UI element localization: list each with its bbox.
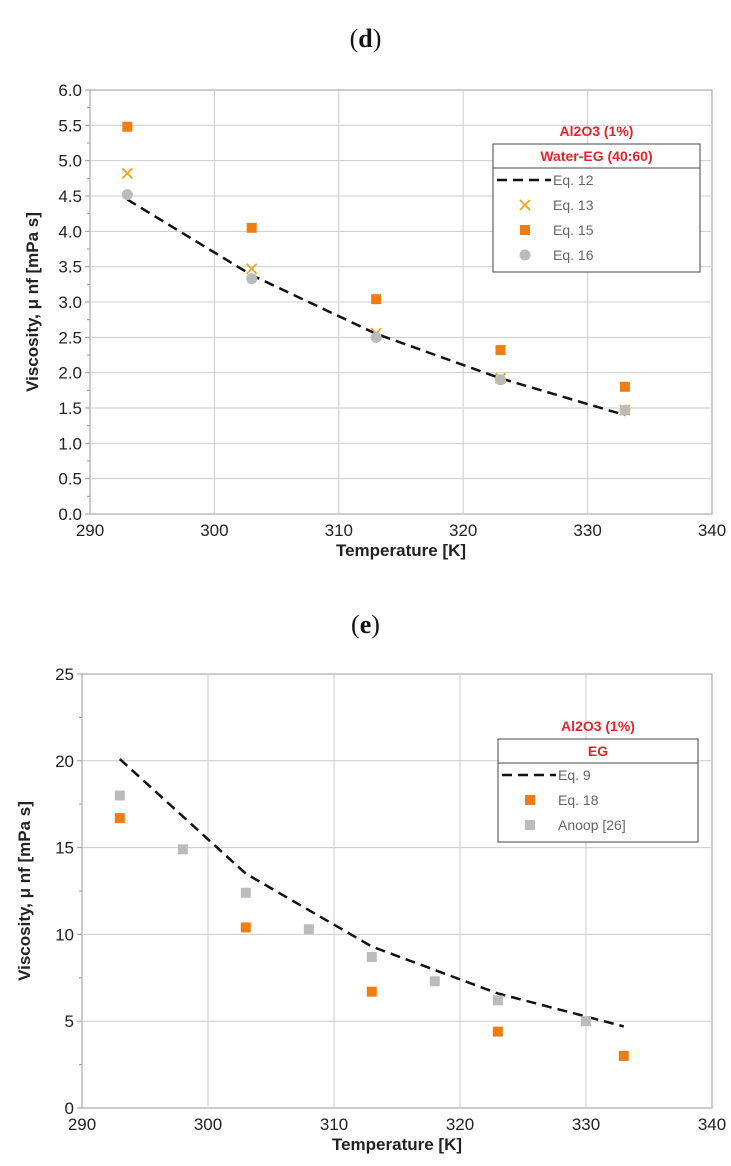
data-point (581, 1016, 591, 1027)
y-tick-label: 2.0 (58, 364, 82, 383)
series-eq-9 (118, 758, 625, 1028)
data-point (240, 922, 251, 933)
legend-swatch (520, 225, 530, 235)
cross-stroke (246, 263, 258, 275)
data-point (492, 995, 503, 1006)
y-tick-label: 4.5 (58, 187, 82, 206)
x-tick-label: 340 (698, 521, 726, 540)
data-point (246, 273, 258, 285)
chart-e-viscosity-eg: 290 300 310 320 330 340 0 5 10 15 20 25 Temperature … (15, 665, 726, 1154)
data-point (429, 976, 440, 987)
x-axis-title: Temperature [K] (332, 1135, 462, 1154)
data-point (114, 790, 125, 801)
y-tick-label: 0.5 (58, 470, 82, 489)
x-tick-label: 290 (76, 521, 104, 540)
series-line (118, 758, 625, 1028)
series-eq-12 (126, 198, 626, 417)
data-point (122, 121, 133, 132)
data-point (121, 189, 133, 201)
x-tick-label: 320 (449, 521, 477, 540)
y-tick-label: 1.5 (58, 399, 82, 418)
series-anoop-26- (114, 790, 591, 1027)
y-tick-label: 5.5 (58, 116, 82, 135)
y-tick-label: 10 (55, 925, 74, 944)
legend-entry-label: Eq. 18 (558, 792, 599, 808)
x-axis-title: Temperature [K] (336, 541, 466, 560)
y-tick-label: 1.0 (58, 434, 82, 453)
data-point (618, 1050, 629, 1061)
x-tick-label: 330 (572, 1115, 600, 1134)
legend-title-top: Al2O3 (1%) (560, 123, 634, 139)
legend-swatch (525, 795, 535, 805)
y-tick-label: 20 (55, 752, 74, 771)
data-point (370, 331, 382, 343)
series-line (126, 198, 626, 417)
legend-entry-label: Eq. 15 (553, 222, 594, 238)
legend-title-top: Al2O3 (1%) (561, 718, 635, 734)
chart-d-viscosity-water-eg: 290 300 310 320 330 340 0.0 0.5 1.0 1.5 2.0 2.5 3.0 3… (23, 81, 726, 560)
data-point (495, 374, 507, 386)
legend-entry-label: Eq. 16 (553, 247, 594, 263)
data-point (495, 345, 506, 356)
y-tick-label: 4.0 (58, 222, 82, 241)
x-tick-label: 330 (573, 521, 601, 540)
panel-label-e: (e) (351, 610, 380, 639)
legend-swatch (525, 820, 535, 830)
x-tick-label: 340 (698, 1115, 726, 1134)
data-point (619, 404, 631, 416)
data-point (371, 294, 382, 305)
legend-swatch (519, 199, 531, 211)
y-tick-label: 2.5 (58, 328, 82, 347)
x-tick-label: 300 (200, 521, 228, 540)
y-axis-title: Viscosity, μ nf [mPa s] (23, 212, 42, 392)
cross-stroke (121, 167, 133, 180)
y-tick-label: 0.0 (58, 505, 82, 524)
series-eq-15 (122, 121, 630, 392)
x-tick-label: 310 (320, 1115, 348, 1134)
data-point (303, 924, 314, 935)
legend-entry-label: Eq. 12 (553, 172, 594, 188)
data-point (114, 813, 125, 824)
legend-entry-label: Eq. 13 (553, 197, 594, 213)
y-tick-label: 5.0 (58, 152, 82, 171)
y-tick-label: 0 (65, 1099, 74, 1118)
legend-entry-label: Eq. 9 (558, 767, 591, 783)
legend-title-box: Water-EG (40:60) (540, 148, 652, 164)
series-eq-18 (114, 813, 629, 1061)
y-tick-label: 3.5 (58, 258, 82, 277)
data-point (619, 381, 630, 392)
legend: Al2O3 (1%) Water-EG (40:60) Eq. 12 Eq. 13 Eq… (492, 123, 701, 273)
data-point (246, 263, 258, 275)
x-tick-label: 300 (194, 1115, 222, 1134)
legend-title-box: EG (588, 743, 608, 759)
y-tick-label: 6.0 (58, 81, 82, 100)
y-tick-label: 5 (65, 1012, 74, 1031)
y-axis-title: Viscosity, μ nf [mPa s] (15, 801, 34, 981)
y-tick-label: 15 (55, 839, 74, 858)
series-eq-16 (121, 189, 631, 416)
data-point (366, 951, 377, 962)
panel-label-d: (d) (349, 24, 382, 53)
legend-entry-label: Anoop [26] (558, 817, 626, 833)
x-tick-label: 320 (446, 1115, 474, 1134)
data-point (177, 844, 188, 855)
y-tick-label: 25 (55, 665, 74, 684)
x-tick-label: 290 (68, 1115, 96, 1134)
data-point (366, 986, 377, 997)
data-point (121, 167, 133, 180)
data-point (240, 887, 251, 898)
data-point (246, 222, 257, 233)
y-tick-label: 3.0 (58, 293, 82, 312)
legend: Al2O3 (1%) EG Eq. 9 Eq. 18 Anoop [26] (497, 718, 699, 843)
x-tick-label: 310 (325, 521, 353, 540)
legend-swatch (519, 249, 531, 261)
data-point (492, 1026, 503, 1037)
